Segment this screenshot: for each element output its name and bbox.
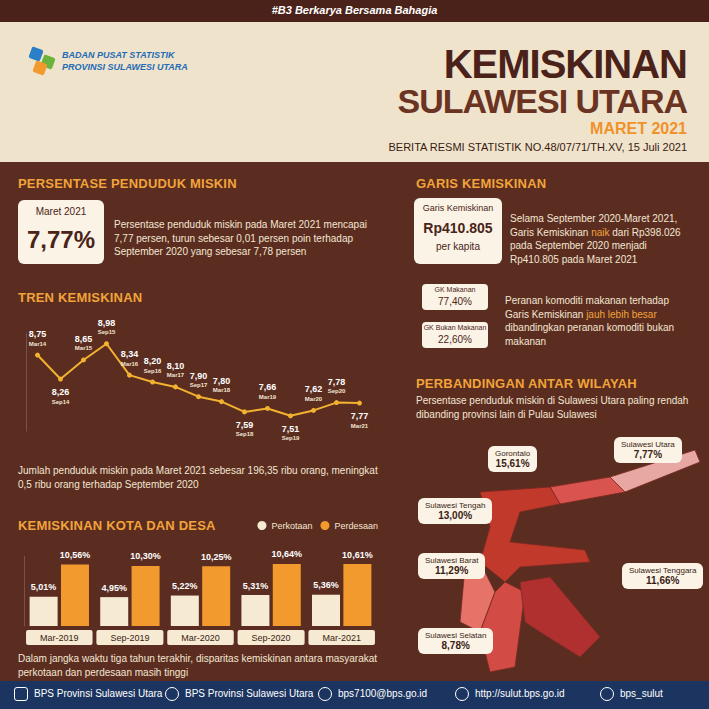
html-text:PROVINSI SULAWESI UTARA: PROVINSI SULAWESI UTARA	[62, 62, 188, 72]
svg-text:5,31%: 5,31%	[243, 581, 269, 591]
html-text:PERBANDINGAN ANTAR WILAYAH: PERBANDINGAN ANTAR WILAYAH	[416, 376, 637, 391]
svg-text:7,59: 7,59	[236, 420, 254, 430]
html-text:Sulawesi Barat: Sulawesi Barat	[425, 556, 479, 565]
html-text:SULAWESI UTARA: SULAWESI UTARA	[397, 82, 687, 120]
svg-text:7,77: 7,77	[351, 411, 369, 421]
html-text:Persentase penduduk miskin di: Persentase penduduk miskin di Sulawesi U…	[416, 395, 689, 420]
svg-text:Sep20: Sep20	[328, 388, 346, 394]
svg-text:4,95%: 4,95%	[101, 583, 127, 593]
html-text:Gorontalo: Gorontalo	[495, 449, 531, 458]
html-text:http://sulut.bps.go.id: http://sulut.bps.go.id	[475, 688, 565, 699]
svg-text:Mar-2020: Mar-2020	[181, 633, 220, 643]
html-text:GARIS KEMISKINAN: GARIS KEMISKINAN	[416, 176, 547, 191]
svg-text:Mar18: Mar18	[213, 387, 231, 393]
html-text:KEMISKINAN KOTA DAN DESA: KEMISKINAN KOTA DAN DESA	[18, 518, 216, 533]
html-text:dibandingkan peranan komoditi: dibandingkan peranan komoditi bukan maka…	[505, 322, 674, 347]
svg-text:5,22%: 5,22%	[172, 581, 198, 591]
svg-text:Perkotaan: Perkotaan	[271, 521, 312, 531]
html-text:Dalam jangka waktu tiga tahun: Dalam jangka waktu tiga tahun terakhir, …	[18, 653, 378, 678]
svg-text:8,98: 8,98	[98, 318, 116, 328]
html-text:Sulawesi Tengah: Sulawesi Tengah	[425, 501, 486, 510]
svg-text:Sep-2019: Sep-2019	[110, 633, 149, 643]
svg-text:8,10: 8,10	[167, 361, 185, 371]
svg-text:7,80: 7,80	[213, 376, 231, 386]
svg-text:Mar14: Mar14	[29, 341, 47, 347]
svg-text:5,36%: 5,36%	[313, 580, 339, 590]
html-text:GK Bukan Makanan: GK Bukan Makanan	[423, 324, 487, 331]
html-text:BERITA RESMI STATISTIK NO.48/0: BERITA RESMI STATISTIK NO.48/07/71/TH.XV…	[388, 141, 687, 153]
html-text:Sulawesi Selatan: Sulawesi Selatan	[425, 631, 487, 640]
html-text:7,77%: 7,77%	[27, 226, 95, 253]
svg-text:Sep19: Sep19	[282, 435, 300, 441]
svg-text:Mar16: Mar16	[121, 361, 139, 367]
svg-text:Sep17: Sep17	[190, 382, 208, 388]
svg-text:Perdesaan: Perdesaan	[334, 521, 378, 531]
html-text:PERSENTASE PENDUDUK MISKIN: PERSENTASE PENDUDUK MISKIN	[18, 176, 237, 191]
svg-text:8,75: 8,75	[29, 329, 47, 339]
svg-text:8,26: 8,26	[52, 387, 70, 397]
html-text:BPS Provinsi Sulawesi Utara: BPS Provinsi Sulawesi Utara	[34, 688, 163, 699]
html-text:Sulawesi Utara: Sulawesi Utara	[621, 440, 675, 449]
svg-text:Mar20: Mar20	[305, 396, 323, 402]
svg-text:Mar-2019: Mar-2019	[40, 633, 79, 643]
html-text:Persentase penduduk miskin pad: Persentase penduduk miskin pada Maret 20…	[114, 219, 367, 257]
html-text:15,61%: 15,61%	[495, 458, 530, 469]
html-text:GK Makanan: GK Makanan	[434, 286, 476, 293]
svg-text:Sep16: Sep16	[144, 368, 162, 374]
html-text:22,60%: 22,60%	[438, 334, 472, 345]
html-text:13,00%: 13,00%	[438, 510, 473, 521]
svg-text:8,20: 8,20	[144, 356, 162, 366]
html-text:Jumlah penduduk miskin pada Ma: Jumlah penduduk miskin pada Maret 2021 s…	[18, 465, 378, 490]
html-text:BPS Provinsi Sulawesi Utara: BPS Provinsi Sulawesi Utara	[185, 688, 314, 699]
html-text:Maret 2021: Maret 2021	[35, 206, 87, 217]
svg-text:10,56%: 10,56%	[60, 550, 91, 560]
svg-text:7,66: 7,66	[259, 382, 277, 392]
svg-text:Mar-2021: Mar-2021	[322, 633, 361, 643]
svg-text:10,30%: 10,30%	[130, 551, 161, 561]
svg-text:8,34: 8,34	[121, 349, 139, 359]
svg-text:Mar21: Mar21	[351, 423, 369, 429]
svg-text:10,25%: 10,25%	[201, 552, 232, 562]
html-text:8,78%: 8,78%	[441, 640, 470, 651]
html-text:#B3 Berkarya Bersama Bahagia: #B3 Berkarya Bersama Bahagia	[271, 4, 438, 16]
html-text:11,29%: 11,29%	[435, 565, 469, 576]
html-text:Sulawesi Tenggara: Sulawesi Tenggara	[629, 566, 697, 575]
html-text:77,40%: 77,40%	[438, 296, 472, 307]
html-text:TREN KEMISKINAN: TREN KEMISKINAN	[18, 290, 143, 305]
html-text:Garis Kemiskinan: Garis Kemiskinan	[422, 203, 494, 213]
svg-text:Sep14: Sep14	[52, 399, 70, 405]
svg-text:Sep-2020: Sep-2020	[252, 633, 291, 643]
svg-text:7,62: 7,62	[305, 384, 323, 394]
html-text:Selama September 2020-Maret 20: Selama September 2020-Maret 2021, Garis …	[510, 213, 681, 265]
svg-text:7,51: 7,51	[282, 424, 300, 434]
html-text:11,66%: 11,66%	[646, 575, 680, 586]
html-text:bps7100@bps.go.id: bps7100@bps.go.id	[338, 688, 428, 699]
svg-text:Sep15: Sep15	[98, 329, 116, 335]
html-text:bps_sulut: bps_sulut	[620, 688, 663, 699]
svg-text:10,64%: 10,64%	[272, 549, 303, 559]
html-text:7,77%: 7,77%	[633, 449, 663, 460]
html-text:Rp410.805: Rp410.805	[423, 220, 493, 236]
html-text:MARET 2021: MARET 2021	[590, 120, 687, 137]
html-text:Peranan komoditi makanan terha: Peranan komoditi makanan terhadap Garis …	[505, 295, 669, 320]
svg-text:Sep18: Sep18	[236, 431, 254, 437]
html-text:per kapita: per kapita	[436, 241, 480, 252]
html-text:BADAN PUSAT STATISTIK: BADAN PUSAT STATISTIK	[62, 50, 175, 60]
svg-text:8,65: 8,65	[75, 334, 93, 344]
svg-text:7,90: 7,90	[190, 371, 208, 381]
svg-text:5,01%: 5,01%	[31, 582, 57, 592]
html-text:KEMISKINAN: KEMISKINAN	[443, 42, 687, 86]
svg-text:7,78: 7,78	[328, 377, 346, 387]
svg-text:Mar15: Mar15	[75, 345, 93, 351]
svg-text:Mar17: Mar17	[167, 372, 185, 378]
svg-text:10,61%: 10,61%	[342, 550, 373, 560]
svg-text:Mar19: Mar19	[259, 394, 277, 400]
